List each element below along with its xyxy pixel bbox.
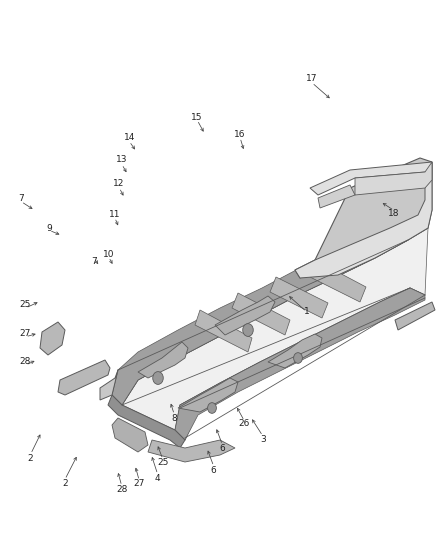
Text: 14: 14 xyxy=(124,133,135,142)
Circle shape xyxy=(293,353,302,364)
Text: 7: 7 xyxy=(18,194,24,203)
Polygon shape xyxy=(270,277,328,318)
Text: 18: 18 xyxy=(389,209,400,217)
Text: 27: 27 xyxy=(134,480,145,488)
Text: 1: 1 xyxy=(304,308,310,316)
Text: 6: 6 xyxy=(219,445,226,453)
Polygon shape xyxy=(112,418,148,452)
Text: 25: 25 xyxy=(157,458,169,467)
Polygon shape xyxy=(148,440,235,462)
Polygon shape xyxy=(175,288,425,440)
Polygon shape xyxy=(122,228,428,440)
Text: 11: 11 xyxy=(109,210,120,219)
Polygon shape xyxy=(318,185,355,208)
Circle shape xyxy=(243,324,253,336)
Text: 9: 9 xyxy=(46,224,52,232)
Polygon shape xyxy=(112,215,418,405)
Polygon shape xyxy=(112,220,428,405)
Text: 16: 16 xyxy=(234,130,246,139)
Polygon shape xyxy=(295,158,432,278)
Polygon shape xyxy=(178,378,238,412)
Text: 15: 15 xyxy=(191,113,203,122)
Text: 2: 2 xyxy=(62,480,67,488)
Polygon shape xyxy=(108,395,185,448)
Polygon shape xyxy=(295,162,432,278)
Polygon shape xyxy=(395,302,435,330)
Text: 2: 2 xyxy=(28,454,33,463)
Text: 8: 8 xyxy=(171,414,177,423)
Text: 3: 3 xyxy=(260,435,266,444)
Text: 26: 26 xyxy=(239,419,250,428)
Polygon shape xyxy=(232,293,290,335)
Polygon shape xyxy=(195,310,252,352)
Polygon shape xyxy=(138,342,188,378)
Text: 28: 28 xyxy=(116,485,127,494)
Text: 12: 12 xyxy=(113,180,125,188)
Text: 6: 6 xyxy=(211,466,217,474)
Polygon shape xyxy=(58,360,110,395)
Circle shape xyxy=(208,402,216,413)
Polygon shape xyxy=(308,260,366,302)
Circle shape xyxy=(153,372,163,384)
Polygon shape xyxy=(268,334,322,368)
Text: 25: 25 xyxy=(20,301,31,309)
Text: 13: 13 xyxy=(116,156,127,164)
Text: 10: 10 xyxy=(103,251,114,259)
Text: 4: 4 xyxy=(155,474,160,483)
Text: 7: 7 xyxy=(91,257,97,265)
Text: 28: 28 xyxy=(20,357,31,366)
Polygon shape xyxy=(355,162,432,195)
Text: 17: 17 xyxy=(306,75,318,83)
Polygon shape xyxy=(175,288,425,440)
Polygon shape xyxy=(215,296,275,335)
Polygon shape xyxy=(40,322,65,355)
Text: 27: 27 xyxy=(20,329,31,337)
Polygon shape xyxy=(100,370,118,400)
